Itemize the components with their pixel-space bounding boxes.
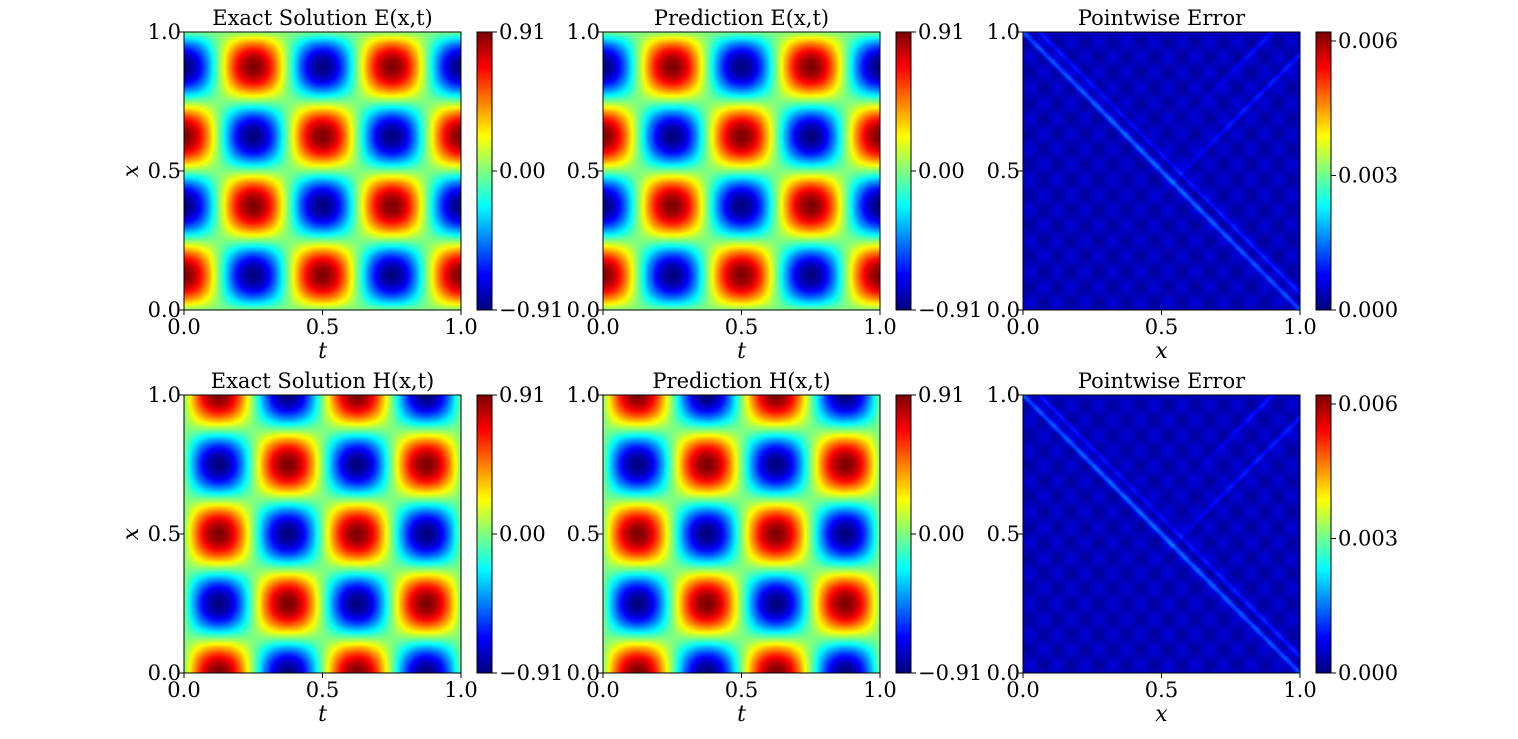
y-tick-label: 0.5 [987, 522, 1020, 546]
panel-6: Pointwise Error 0.0 0.5 1.0 0.0 0.5 1.0 x 0.000 0… [987, 369, 1399, 727]
x-tick-label: 0.5 [306, 315, 339, 339]
colorbar-tick-label: 0.00 [499, 522, 546, 546]
panel-title: Exact Solution E(x,t) [212, 6, 433, 30]
x-tick-label: 1.0 [1283, 315, 1316, 339]
y-tick-label: 0.5 [148, 522, 181, 546]
y-tick-label: 0.0 [567, 661, 600, 685]
colorbar-frame [1315, 31, 1332, 311]
y-tick-label: 0.0 [987, 661, 1020, 685]
colorbar-tick-label: −0.91 [918, 661, 982, 685]
y-tick-label: 0.5 [567, 159, 600, 183]
colorbar-tick-label: 0.00 [499, 159, 546, 183]
panel-1: Exact Solution E(x,t) 0.0 0.5 1.0 0.0 0.5 1.0 t… [119, 6, 563, 364]
y-tick-label: 0.0 [567, 298, 600, 322]
y-tick-label: 0.0 [148, 298, 181, 322]
x-tick-label: 0.0 [586, 678, 619, 702]
y-tick-label: 0.0 [148, 661, 181, 685]
x-tick-label: 0.0 [1006, 678, 1039, 702]
heatmap-image [603, 32, 880, 310]
x-tick-label: 0.0 [1006, 315, 1039, 339]
panel-5: Prediction H(x,t) 0.0 0.5 1.0 0.0 0.5 1.0 t −0.9… [567, 369, 983, 727]
y-tick-label: 1.0 [567, 20, 600, 44]
y-tick-label: 1.0 [567, 383, 600, 407]
colorbar-tick-label: 0.00 [918, 522, 965, 546]
x-tick-label: 0.0 [167, 678, 200, 702]
colorbar-tick-label: 0.006 [1338, 29, 1398, 53]
y-tick-label: 0.0 [987, 298, 1020, 322]
y-tick-label: 1.0 [987, 20, 1020, 44]
x-tick-label: 0.5 [725, 678, 758, 702]
colorbar-frame [1315, 394, 1332, 674]
heatmap-image [1023, 32, 1300, 310]
colorbar-tick-label: 0.006 [1338, 392, 1398, 416]
colorbar [477, 32, 492, 310]
y-axis-label: x [119, 164, 144, 177]
panel-3: Pointwise Error 0.0 0.5 1.0 0.0 0.5 1.0 x 0.000 0… [987, 6, 1399, 364]
colorbar [1316, 395, 1331, 673]
x-axis-label: x [1155, 702, 1168, 727]
colorbar-tick-label: 0.00 [918, 159, 965, 183]
y-tick-label: 0.5 [987, 159, 1020, 183]
x-tick-label: 1.0 [444, 678, 477, 702]
colorbar [477, 395, 492, 673]
x-tick-label: 0.5 [306, 678, 339, 702]
colorbar [896, 32, 911, 310]
x-tick-label: 0.5 [1145, 678, 1178, 702]
y-tick-label: 0.5 [567, 522, 600, 546]
heatmap-image [184, 32, 461, 310]
y-tick-label: 1.0 [987, 383, 1020, 407]
panel-2: Prediction E(x,t) 0.0 0.5 1.0 0.0 0.5 1.0 t −0.9… [567, 6, 983, 364]
panel-title: Pointwise Error [1078, 369, 1246, 393]
x-tick-label: 1.0 [863, 315, 896, 339]
panel-title: Prediction E(x,t) [654, 6, 829, 30]
panel-title: Prediction H(x,t) [652, 369, 830, 393]
colorbar-tick-label: 0.003 [1338, 163, 1398, 187]
panel-title: Exact Solution H(x,t) [211, 369, 435, 393]
x-tick-label: 1.0 [1283, 678, 1316, 702]
x-tick-label: 0.5 [725, 315, 758, 339]
x-axis-label: t [318, 702, 327, 727]
x-axis-label: t [737, 339, 746, 364]
colorbar-tick-label: −0.91 [499, 298, 563, 322]
x-axis-label: t [737, 702, 746, 727]
colorbar-tick-label: −0.91 [499, 661, 563, 685]
x-tick-label: 1.0 [863, 678, 896, 702]
x-tick-label: 0.5 [1145, 315, 1178, 339]
x-axis-label: t [318, 339, 327, 364]
colorbar-tick-label: −0.91 [918, 298, 982, 322]
x-axis-label: x [1155, 339, 1168, 364]
y-tick-label: 1.0 [148, 383, 181, 407]
colorbar-tick-label: 0.91 [918, 383, 965, 407]
colorbar-tick-label: 0.91 [499, 20, 546, 44]
heatmap-image [603, 395, 880, 673]
y-tick-label: 1.0 [148, 20, 181, 44]
panel-title: Pointwise Error [1078, 6, 1246, 30]
x-tick-label: 0.0 [586, 315, 619, 339]
x-tick-label: 0.0 [167, 315, 200, 339]
y-tick-label: 0.5 [148, 159, 181, 183]
heatmap-image [1023, 395, 1300, 673]
colorbar-tick-label: 0.000 [1338, 661, 1398, 685]
panel-4: Exact Solution H(x,t) 0.0 0.5 1.0 0.0 0.5 1.0 t… [119, 369, 563, 727]
heatmap-image [184, 395, 461, 673]
x-tick-label: 1.0 [444, 315, 477, 339]
colorbar-tick-label: 0.000 [1338, 298, 1398, 322]
colorbar-tick-label: 0.91 [918, 20, 965, 44]
y-axis-label: x [119, 527, 144, 540]
colorbar-tick-label: 0.003 [1338, 526, 1398, 550]
colorbar-tick-label: 0.91 [499, 383, 546, 407]
colorbar [1316, 32, 1331, 310]
colorbar [896, 395, 911, 673]
